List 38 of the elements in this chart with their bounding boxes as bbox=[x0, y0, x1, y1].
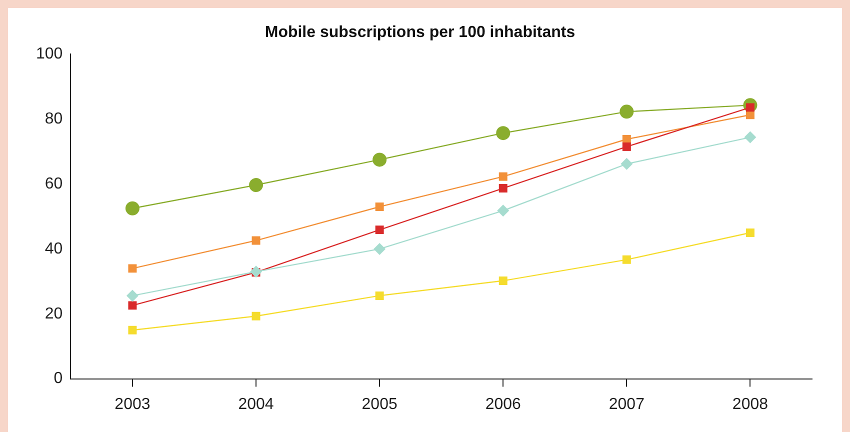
chart-title: Mobile subscriptions per 100 inhabitants bbox=[264, 24, 576, 42]
point bbox=[622, 255, 631, 264]
x-tick-label: 2008 bbox=[732, 396, 768, 413]
point bbox=[744, 131, 756, 144]
x-tick-label: 2005 bbox=[362, 396, 398, 413]
point bbox=[746, 228, 754, 237]
point bbox=[128, 264, 137, 273]
point bbox=[622, 142, 631, 151]
point bbox=[372, 152, 387, 167]
point bbox=[374, 242, 386, 255]
point bbox=[250, 266, 262, 278]
point bbox=[249, 178, 264, 192]
y-tick-label: 20 bbox=[44, 305, 63, 322]
point bbox=[252, 236, 260, 245]
y-tick-label: 80 bbox=[44, 110, 63, 128]
x-tick-label: 2003 bbox=[114, 396, 150, 413]
point bbox=[125, 201, 140, 216]
point bbox=[252, 312, 260, 320]
x-tick-label: 2007 bbox=[608, 396, 645, 413]
x-tick-label: 2004 bbox=[238, 396, 274, 413]
point bbox=[128, 326, 137, 334]
x-tick-label: 2006 bbox=[485, 396, 522, 413]
point bbox=[375, 202, 384, 212]
y-tick-label: 40 bbox=[44, 240, 63, 258]
y-tick-label: 100 bbox=[36, 46, 63, 63]
point bbox=[128, 301, 137, 310]
point bbox=[498, 172, 508, 181]
point bbox=[620, 104, 634, 119]
y-tick-label: 60 bbox=[44, 175, 63, 192]
point bbox=[498, 184, 508, 193]
y-tick-label: 0 bbox=[54, 370, 63, 388]
point bbox=[375, 226, 384, 234]
point bbox=[620, 158, 633, 170]
point bbox=[496, 126, 510, 140]
point bbox=[497, 204, 510, 217]
point bbox=[498, 276, 508, 286]
point bbox=[375, 291, 384, 300]
point bbox=[126, 290, 138, 302]
